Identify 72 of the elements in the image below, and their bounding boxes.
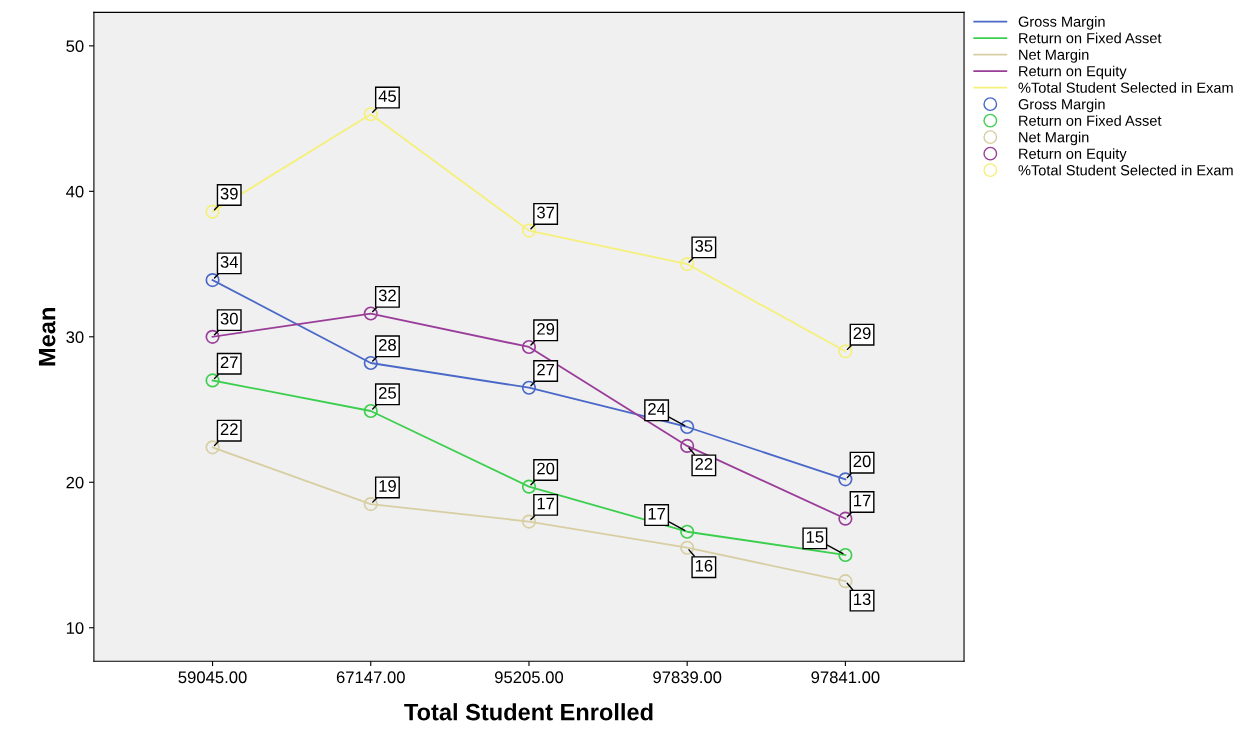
data-label: 15 xyxy=(806,531,824,543)
point xyxy=(838,511,853,526)
legend-label: %Total Student Selected in Exam xyxy=(1018,164,1233,176)
point xyxy=(680,524,695,539)
point xyxy=(205,373,220,388)
point xyxy=(363,355,378,371)
text: %Total Student Selected in Exam xyxy=(1018,82,1233,93)
data-label: 25 xyxy=(379,386,396,399)
y-tick-label: 50 xyxy=(66,40,84,53)
data-label: 22 xyxy=(695,458,713,470)
data-label: 19 xyxy=(379,480,396,492)
x-axis-title: Total Student Enrolled xyxy=(404,703,653,721)
point xyxy=(363,306,378,321)
point xyxy=(521,223,537,238)
point xyxy=(838,344,853,359)
point xyxy=(521,479,537,494)
point xyxy=(680,438,695,453)
point xyxy=(680,540,695,555)
data-label: 28 xyxy=(379,338,396,351)
point xyxy=(838,574,853,589)
data-label: 13 xyxy=(854,593,871,606)
point xyxy=(205,204,220,219)
text: Gross Margin xyxy=(1018,16,1105,30)
data-label: 29 xyxy=(853,327,871,340)
y-tick-label: 10 xyxy=(66,622,84,634)
legend-label: Net Margin xyxy=(1019,131,1089,146)
data-label: 34 xyxy=(220,256,238,268)
legend-label: Return on Equity xyxy=(1019,148,1127,162)
point xyxy=(205,329,220,344)
point xyxy=(205,272,220,288)
point xyxy=(363,107,378,122)
data-label: 17 xyxy=(537,497,555,510)
data-label: 22 xyxy=(220,423,238,435)
legend-label: Gross Margin xyxy=(1018,98,1105,113)
point xyxy=(521,514,537,529)
x-tick-label: 97839.00 xyxy=(653,671,722,684)
data-label: 24 xyxy=(648,403,666,415)
data-label: 37 xyxy=(537,206,555,219)
data-label: 45 xyxy=(378,90,396,103)
data-label: 35 xyxy=(695,240,713,252)
data-label: 17 xyxy=(648,507,666,520)
data-label: 32 xyxy=(378,289,396,302)
point xyxy=(680,256,695,272)
y-tick-label: 30 xyxy=(66,331,84,343)
point xyxy=(838,472,853,487)
y-axis-title: Mean xyxy=(38,308,56,366)
data-label: 27 xyxy=(220,356,238,369)
x-tick-label: 59045.00 xyxy=(178,671,247,684)
data-label: 39 xyxy=(220,187,238,200)
data-label: 17 xyxy=(854,494,871,507)
data-label: 20 xyxy=(537,462,555,475)
point xyxy=(521,339,537,355)
data-label: 27 xyxy=(537,363,555,376)
point xyxy=(838,547,853,563)
point xyxy=(363,403,378,419)
legend-label: Return on Fixed Asset xyxy=(1019,115,1162,126)
text: Net Margin xyxy=(1019,49,1089,63)
y-tick-label: 40 xyxy=(66,185,84,198)
point xyxy=(363,497,378,512)
data-label: 30 xyxy=(220,312,238,325)
data-label: 20 xyxy=(853,455,871,468)
text: Return on Equity xyxy=(1019,65,1127,80)
y-tick-label: 20 xyxy=(66,476,84,489)
point xyxy=(521,380,537,395)
point xyxy=(680,419,695,435)
data-label: 16 xyxy=(695,559,713,572)
point xyxy=(205,440,220,455)
text: Return on Fixed Asset xyxy=(1019,32,1162,44)
x-tick-label: 67147.00 xyxy=(336,671,405,684)
x-tick-label: 97841.00 xyxy=(811,671,880,684)
x-tick-label: 95205.00 xyxy=(495,671,564,684)
data-label: 29 xyxy=(537,322,555,335)
